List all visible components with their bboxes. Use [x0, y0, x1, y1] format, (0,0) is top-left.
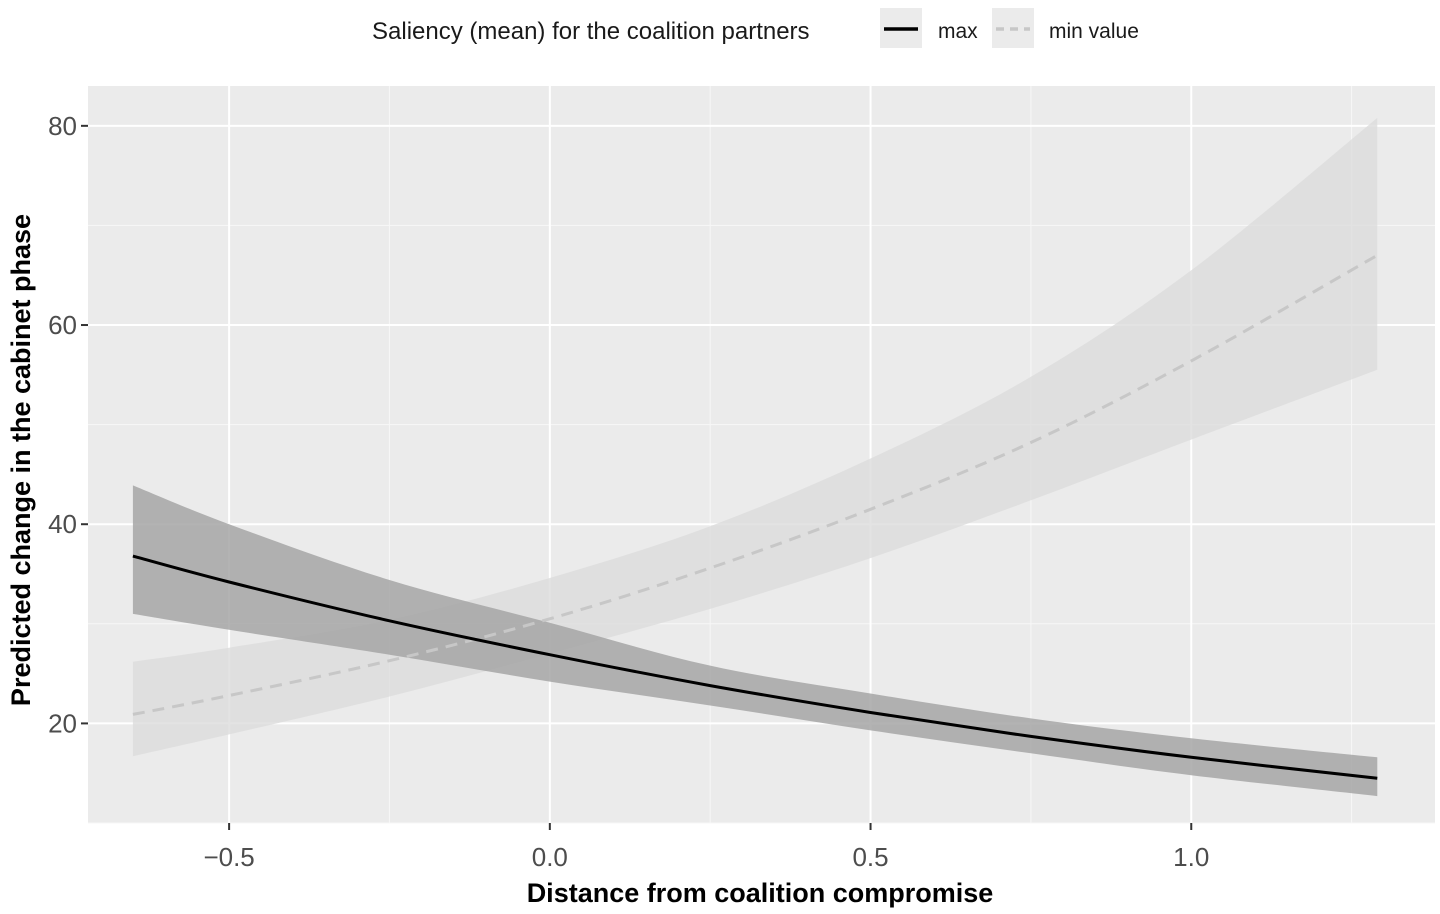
y-axis: 20 40 60 80	[48, 111, 88, 738]
x-tick-label: −0.5	[203, 842, 254, 872]
legend: Saliency (mean) for the coalition partne…	[372, 8, 1139, 48]
x-axis-title: Distance from coalition compromise	[527, 878, 994, 908]
legend-label-max: max	[938, 20, 978, 43]
line-max	[132, 554, 1378, 780]
legend-label-min: min value	[1049, 20, 1139, 43]
ribbon-min-value	[132, 117, 1378, 757]
line-min-value	[132, 253, 1379, 716]
y-axis-title: Predicted change in the cabinet phase	[6, 214, 36, 706]
y-tick-label: 40	[48, 509, 77, 539]
y-tick-label: 20	[48, 708, 77, 738]
y-tick-label: 60	[48, 310, 77, 340]
x-tick-label: 0.0	[532, 842, 568, 872]
y-tick-label: 80	[48, 111, 77, 141]
x-tick-label: 1.0	[1173, 842, 1209, 872]
legend-title: Saliency (mean) for the coalition partne…	[372, 18, 810, 45]
series-lines	[132, 253, 1379, 780]
x-tick-label: 0.5	[852, 842, 888, 872]
x-axis: −0.5 0.0 0.5 1.0	[203, 823, 1209, 872]
